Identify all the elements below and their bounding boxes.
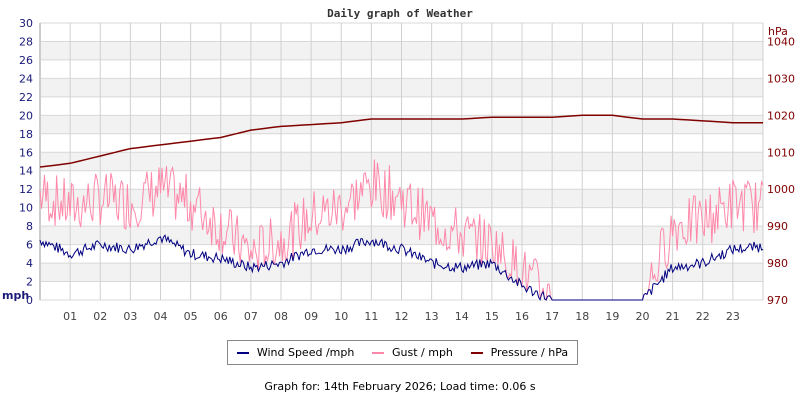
svg-text:17: 17 [545, 310, 559, 323]
svg-text:0: 0 [26, 294, 33, 307]
svg-text:08: 08 [274, 310, 288, 323]
svg-text:22: 22 [19, 91, 33, 104]
legend-item-wind-speed: Wind Speed /mph [236, 346, 355, 359]
grid-lines [39, 22, 764, 301]
gust-swatch-icon [372, 351, 384, 354]
svg-text:24: 24 [19, 72, 33, 85]
svg-text:02: 02 [93, 310, 107, 323]
svg-text:14: 14 [455, 310, 469, 323]
svg-text:18: 18 [19, 128, 33, 141]
weather-chart: Daily graph of Weather 02468101214161820… [2, 7, 795, 323]
svg-text:14: 14 [19, 165, 33, 178]
svg-text:30: 30 [19, 17, 33, 30]
svg-text:1000: 1000 [767, 183, 795, 196]
svg-text:1040: 1040 [767, 35, 795, 48]
svg-text:20: 20 [636, 310, 650, 323]
data-series [39, 114, 764, 301]
legend-label: Gust / mph [392, 346, 453, 359]
chart-title: Daily graph of Weather [327, 7, 473, 20]
legend-label: Wind Speed /mph [256, 346, 355, 359]
svg-text:11: 11 [364, 310, 378, 323]
svg-text:16: 16 [19, 146, 33, 159]
wind-speed-swatch-icon [236, 351, 249, 354]
svg-text:22: 22 [696, 310, 710, 323]
svg-text:21: 21 [666, 310, 680, 323]
svg-text:03: 03 [123, 310, 137, 323]
svg-text:8: 8 [26, 220, 33, 233]
legend-label: Pressure / hPa [490, 346, 569, 359]
svg-text:07: 07 [244, 310, 258, 323]
svg-text:6: 6 [26, 239, 33, 252]
svg-text:15: 15 [485, 310, 499, 323]
pressure-swatch-icon [470, 351, 483, 354]
svg-text:01: 01 [63, 310, 77, 323]
svg-text:20: 20 [19, 109, 33, 122]
svg-text:18: 18 [575, 310, 589, 323]
svg-text:05: 05 [184, 310, 198, 323]
svg-text:990: 990 [767, 220, 788, 233]
svg-text:2: 2 [26, 276, 33, 289]
legend: Wind Speed /mph Gust / mph Pressure / hP… [227, 340, 578, 365]
legend-item-gust: Gust / mph [372, 346, 453, 359]
svg-text:23: 23 [726, 310, 740, 323]
svg-text:06: 06 [214, 310, 228, 323]
svg-text:16: 16 [515, 310, 529, 323]
right-axis-ticks: 970 980 990 1000 1010 1020 1030 1040 [767, 35, 795, 307]
svg-text:12: 12 [19, 183, 33, 196]
right-axis-unit: hPa [768, 25, 788, 38]
svg-text:1030: 1030 [767, 72, 795, 85]
svg-text:13: 13 [425, 310, 439, 323]
svg-text:26: 26 [19, 54, 33, 67]
x-axis-ticks: 01 02 03 04 05 06 07 08 09 10 11 12 13 14 15 16 17 18 19 20… [63, 310, 740, 323]
svg-text:04: 04 [154, 310, 168, 323]
left-axis-unit: mph [2, 289, 29, 302]
svg-text:980: 980 [767, 257, 788, 270]
graph-footer: Graph for: 14th February 2026; Load time… [264, 380, 536, 393]
svg-text:09: 09 [304, 310, 318, 323]
svg-text:12: 12 [395, 310, 409, 323]
svg-text:970: 970 [767, 294, 788, 307]
legend-item-pressure: Pressure / hPa [470, 346, 569, 359]
svg-text:10: 10 [334, 310, 348, 323]
svg-text:4: 4 [26, 257, 33, 270]
svg-text:1020: 1020 [767, 109, 795, 122]
svg-text:28: 28 [19, 35, 33, 48]
svg-text:19: 19 [605, 310, 619, 323]
svg-text:10: 10 [19, 202, 33, 215]
svg-text:1010: 1010 [767, 146, 795, 159]
